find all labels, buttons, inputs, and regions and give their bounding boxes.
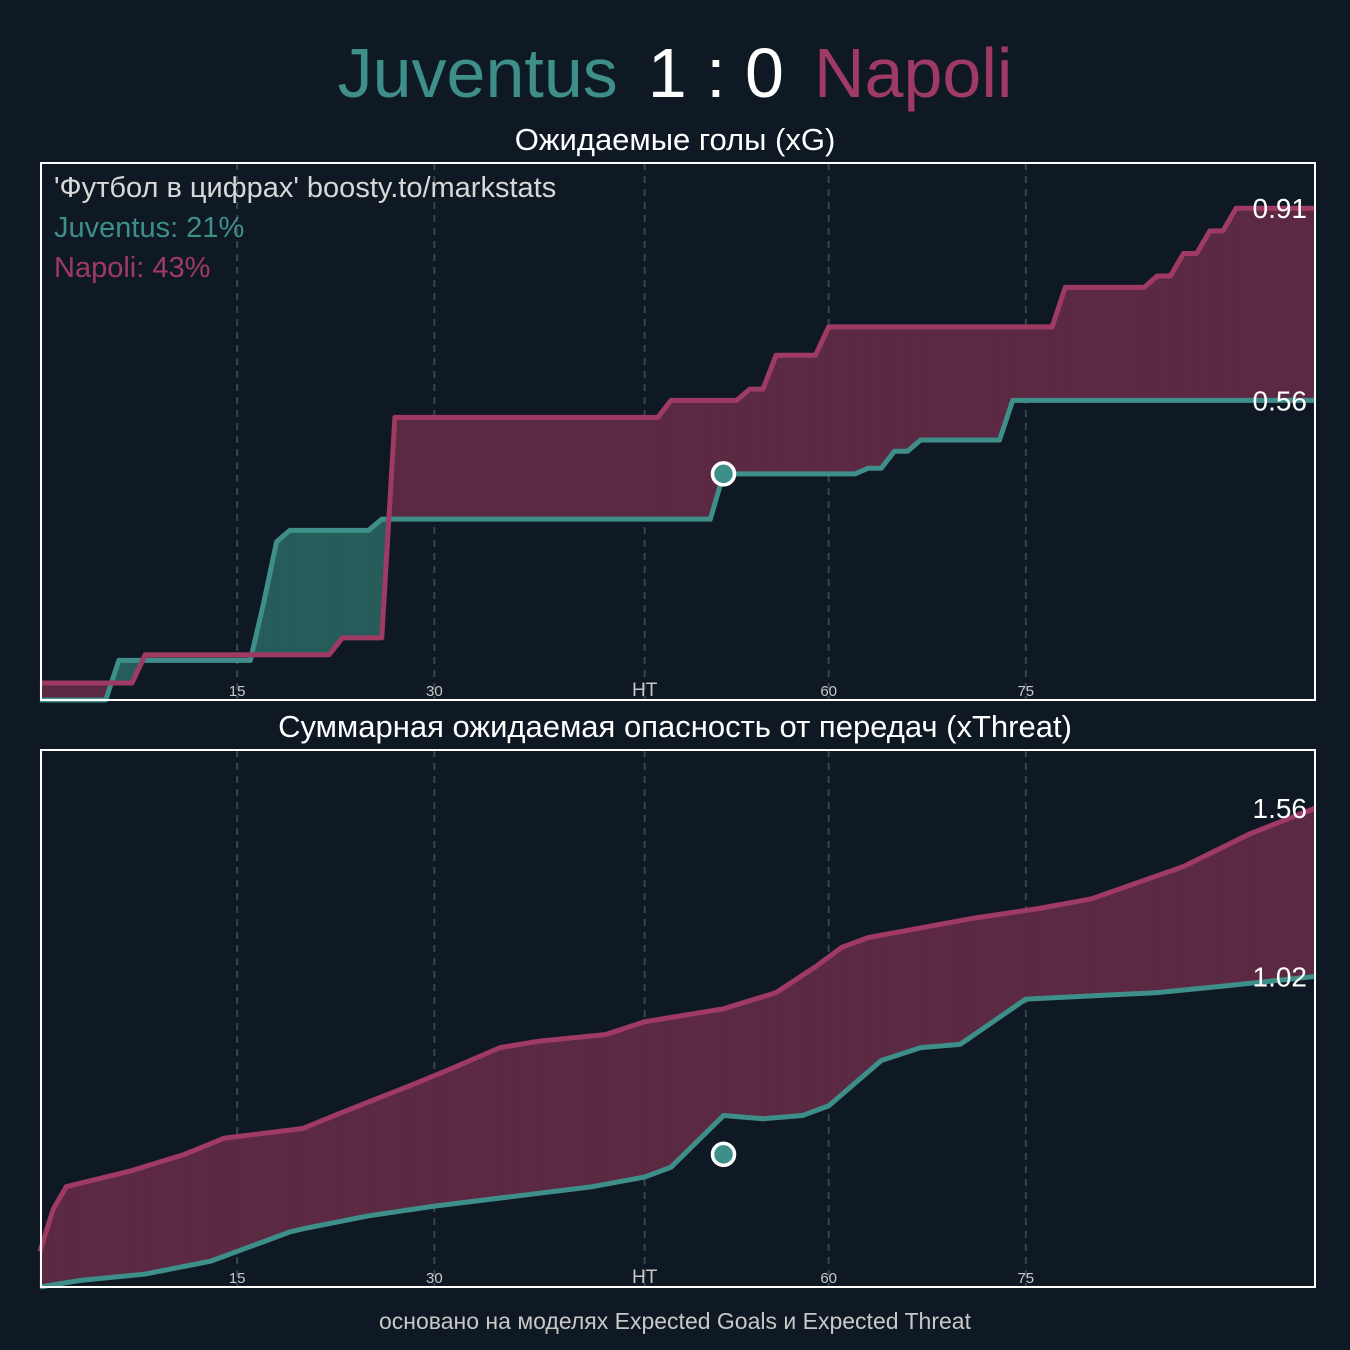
xg-diff-area bbox=[118, 660, 133, 684]
xg-diff-area bbox=[775, 354, 816, 475]
xthreat-home-line bbox=[39, 973, 1316, 1290]
credit-text: 'Футбол в цифрах' boosty.to/markstats bbox=[54, 172, 557, 204]
xthreat-diff-area bbox=[1038, 898, 1092, 999]
away-team-name: Napoli bbox=[813, 34, 1013, 112]
xg-diff-area bbox=[894, 326, 908, 452]
xg-diff-area bbox=[749, 388, 764, 475]
xthreat-diff-area bbox=[302, 1111, 343, 1230]
xg-away-line bbox=[40, 205, 1315, 686]
xg-diff-area bbox=[854, 326, 869, 475]
xthreat-diff-area bbox=[644, 1017, 672, 1178]
xg-diff-area bbox=[1196, 229, 1211, 401]
xthreat-diff-area bbox=[1222, 833, 1250, 987]
xthreat-tick-label: 15 bbox=[229, 1270, 246, 1287]
xthreat-tick-label: HT bbox=[632, 1267, 658, 1288]
xthreat-diff-area bbox=[499, 1045, 514, 1199]
xg-diff-area bbox=[1143, 275, 1158, 401]
xg-diff-area bbox=[880, 326, 895, 470]
xg-diff-area bbox=[1183, 253, 1198, 401]
xg-frame bbox=[40, 162, 1316, 701]
match-score: 1 : 0 bbox=[647, 34, 784, 112]
xthreat-chart: 15 30 HT 60 75 1.56 1.02 bbox=[37, 749, 1316, 1290]
xthreat-diff-area bbox=[131, 1166, 146, 1276]
xthreat-away-line bbox=[37, 805, 1316, 1253]
xthreat-away-total-label: 1.56 bbox=[1253, 793, 1308, 824]
xthreat-diff-area bbox=[604, 1021, 645, 1185]
xg-diff-area bbox=[1222, 207, 1237, 401]
xthreat-diff-area bbox=[828, 946, 843, 1107]
xthreat-tick-label: 60 bbox=[820, 1270, 837, 1287]
xg-diff-area bbox=[394, 417, 659, 520]
xthreat-tick-label: 30 bbox=[426, 1270, 443, 1287]
xg-tick-label: 75 bbox=[1017, 683, 1034, 700]
xthreat-diff-area bbox=[775, 974, 803, 1119]
xthreat-diff-area bbox=[1248, 807, 1316, 984]
xg-diff-area bbox=[828, 326, 856, 475]
footer-note: основано на моделях Expected Goals и Exp… bbox=[379, 1308, 971, 1334]
xthreat-diff-area bbox=[867, 934, 882, 1073]
xg-diff-area bbox=[1064, 287, 1145, 401]
xthreat-diff-area bbox=[762, 992, 777, 1120]
xg-diff-area bbox=[342, 530, 369, 639]
xg-tick-label: HT bbox=[632, 680, 658, 701]
legend-home: Juventus: 21% bbox=[54, 212, 245, 244]
xg-diff-area bbox=[39, 682, 107, 701]
xg-diff-area bbox=[1012, 326, 1053, 401]
xthreat-diff-area bbox=[723, 996, 764, 1120]
xthreat-goal-marker bbox=[710, 1141, 737, 1168]
xg-chart: 15 30 HT 60 75 0.91 0.56 bbox=[39, 162, 1316, 703]
xthreat-diff-area bbox=[407, 1075, 435, 1211]
xthreat-diff-area bbox=[144, 1153, 185, 1275]
xg-diff-area bbox=[328, 530, 343, 656]
xg-tick-label: 30 bbox=[426, 683, 443, 700]
xthreat-home-total-label: 1.02 bbox=[1253, 961, 1308, 992]
xg-home-line bbox=[40, 397, 1315, 703]
xthreat-diff-area bbox=[79, 1170, 133, 1281]
xthreat-diff-area bbox=[512, 1040, 540, 1197]
xthreat-diff-area bbox=[342, 1101, 369, 1222]
xthreat-diff-area bbox=[802, 966, 816, 1116]
xthreat-diff-area bbox=[289, 1128, 304, 1233]
xg-diff-area bbox=[670, 400, 711, 520]
xg-diff-area bbox=[1235, 207, 1316, 401]
xg-diff-area bbox=[920, 326, 1000, 441]
xthreat-diff-area bbox=[223, 1136, 238, 1257]
xthreat-diff-area bbox=[591, 1034, 606, 1188]
xthreat-diff-area bbox=[959, 917, 974, 1045]
xg-diff-area bbox=[289, 530, 330, 656]
xthreat-diff-area bbox=[184, 1143, 212, 1267]
xthreat-chart-title: Суммарная ожидаемая опасность от передач… bbox=[278, 709, 1072, 744]
xthreat-diff-area bbox=[1156, 866, 1184, 993]
xg-home-total-label: 0.56 bbox=[1253, 385, 1308, 416]
xg-goal-marker bbox=[710, 461, 737, 487]
xthreat-diff-area bbox=[880, 927, 921, 1061]
xg-away-total-label: 0.91 bbox=[1253, 193, 1308, 224]
xg-diff-area bbox=[368, 518, 383, 639]
xthreat-frame bbox=[40, 749, 1316, 1288]
xthreat-diff-area bbox=[841, 937, 869, 1096]
xthreat-tick-label: 75 bbox=[1017, 1270, 1034, 1287]
xthreat-diff-area bbox=[210, 1137, 225, 1262]
xthreat-diff-area bbox=[1025, 908, 1040, 1000]
xg-tick-label: 15 bbox=[229, 683, 246, 700]
xthreat-diff-area bbox=[434, 1069, 448, 1207]
xg-diff-area bbox=[276, 529, 291, 656]
xthreat-diff-area bbox=[920, 920, 961, 1048]
legend-away: Napoli: 43% bbox=[54, 252, 211, 284]
xthreat-diff-area bbox=[368, 1085, 409, 1217]
xthreat-diff-area bbox=[447, 1047, 501, 1205]
match-header: Juventus 1 : 0 Napoli bbox=[0, 28, 1350, 118]
xg-diff-area bbox=[867, 326, 882, 469]
xthreat-diff-area bbox=[539, 1035, 593, 1194]
xg-diff-area bbox=[907, 326, 921, 452]
home-team-name: Juventus bbox=[337, 34, 618, 112]
xg-chart-title: Ожидаемые голы (xG) bbox=[514, 122, 836, 157]
xthreat-diff-area bbox=[1183, 846, 1224, 991]
xg-diff-area bbox=[1209, 230, 1224, 401]
xg-tick-label: 60 bbox=[820, 683, 837, 700]
xthreat-diff-area bbox=[815, 956, 829, 1112]
xthreat-diff-area bbox=[65, 1183, 80, 1284]
xg-diff-area bbox=[1156, 275, 1171, 401]
